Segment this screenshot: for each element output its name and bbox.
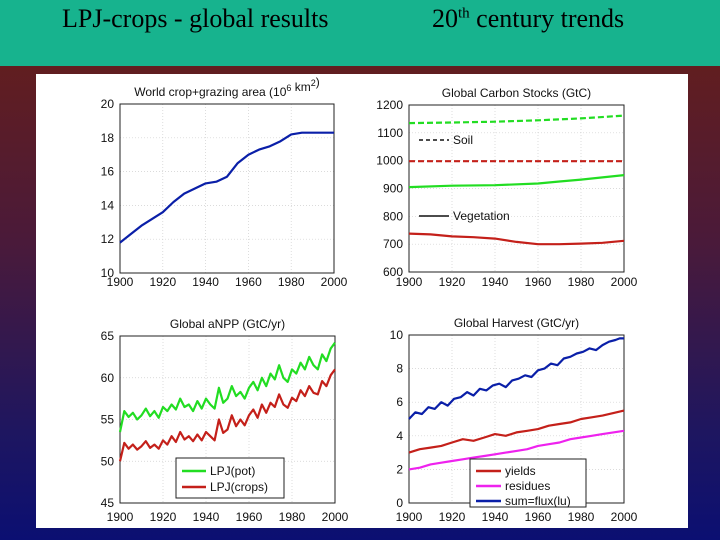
- area-ytick-label: 10: [101, 266, 115, 280]
- carbon-xtick-label: 1960: [525, 275, 552, 289]
- area-ytick-label: 18: [101, 131, 115, 145]
- anpp-xtick-label: 1920: [150, 510, 177, 524]
- carbon-xtick-label: 1900: [396, 275, 423, 289]
- harvest-xtick-label: 1940: [482, 510, 509, 524]
- anpp-xtick-label: 2000: [322, 510, 349, 524]
- carbon-ytick-label: 1200: [376, 98, 403, 112]
- title-bar: LPJ-crops - global results 20th century …: [0, 0, 720, 66]
- carbon-series-line-3: [408, 232, 625, 246]
- anpp-ytick-label: 60: [101, 371, 115, 385]
- anpp-ytick-label: 65: [101, 329, 115, 343]
- carbon-ytick-label: 700: [383, 237, 403, 251]
- harvest-xtick-label: 1960: [525, 510, 552, 524]
- carbon-xtick-label: 2000: [611, 275, 638, 289]
- harvest-ytick-label: 4: [396, 429, 403, 443]
- area-xtick-label: 1900: [107, 275, 134, 289]
- harvest-legend-label-0: yields: [505, 464, 536, 478]
- area-series-line-0: [119, 131, 334, 244]
- area-xtick-label: 1940: [192, 275, 219, 289]
- harvest-ytick-label: 2: [396, 462, 403, 476]
- area-chart-title: World crop+grazing area (106 km2): [134, 75, 320, 99]
- carbon-ytick-label: 600: [383, 265, 403, 279]
- area-ytick-label: 20: [101, 97, 115, 111]
- harvest-chart-title: Global Harvest (GtC/yr): [454, 316, 579, 330]
- harvest-series-line-0: [408, 409, 625, 454]
- title-right-superscript: th: [458, 5, 470, 22]
- anpp-legend-box: [175, 457, 285, 499]
- area-xtick-label: 1980: [278, 275, 305, 289]
- harvest-xtick-label: 1920: [439, 510, 466, 524]
- harvest-legend-label-1: residues: [505, 479, 550, 493]
- carbon-plot-frame: [408, 104, 625, 273]
- title-right-prefix: 20: [432, 4, 458, 33]
- carbon-series-line-0: [408, 114, 625, 125]
- harvest-ytick-label: 8: [396, 362, 403, 376]
- area-xtick-label: 2000: [321, 275, 348, 289]
- anpp-series-line-1: [118, 368, 336, 462]
- harvest-series-line-1: [408, 429, 625, 471]
- harvest-ytick-label: 0: [396, 496, 403, 510]
- carbon-ytick-label: 1100: [377, 126, 403, 140]
- carbon-xtick-label: 1920: [439, 275, 466, 289]
- harvest-xtick-label: 1980: [568, 510, 595, 524]
- title-right-suffix: century trends: [469, 4, 625, 33]
- anpp-ytick-label: 55: [101, 413, 115, 427]
- anpp-plot-frame: [119, 335, 336, 504]
- area-plot-frame: [119, 103, 335, 274]
- harvest-xtick-label: 1900: [396, 510, 423, 524]
- anpp-chart-title: Global aNPP (GtC/yr): [170, 317, 285, 331]
- figure-panel: 1900 1920 1940 1960 1980 2000 10 12 14 16 18 20 Worl…: [36, 74, 688, 528]
- anpp-xtick-label: 1960: [236, 510, 263, 524]
- harvest-xtick-label: 2000: [611, 510, 638, 524]
- charts-svg: 1900 1920 1940 1960 1980 2000101214161820Worl…: [101, 75, 638, 524]
- carbon-xtick-label: 1980: [568, 275, 595, 289]
- carbon-ytick-label: 1000: [376, 154, 403, 168]
- anpp-series-line-0: [118, 342, 336, 433]
- harvest-series-line-2: [408, 337, 624, 420]
- carbon-chart-title: Global Carbon Stocks (GtC): [442, 86, 591, 100]
- harvest-ytick-label: 10: [390, 328, 404, 342]
- anpp-xtick-label: 1900: [107, 510, 134, 524]
- anpp-legend-label-1: LPJ(crops): [210, 480, 268, 494]
- anpp-xtick-label: 1980: [279, 510, 306, 524]
- carbon-legend-soil-label: Soil: [453, 133, 473, 147]
- anpp-legend-label-0: LPJ(pot): [210, 464, 255, 478]
- carbon-ytick-label: 900: [383, 182, 403, 196]
- anpp-ytick-label: 50: [101, 454, 115, 468]
- area-ytick-label: 14: [101, 198, 115, 212]
- area-xtick-label: 1920: [149, 275, 176, 289]
- harvest-ytick-label: 6: [396, 395, 403, 409]
- area-ytick-label: 12: [101, 232, 115, 246]
- anpp-xtick-label: 1940: [193, 510, 220, 524]
- carbon-ytick-label: 800: [383, 209, 403, 223]
- carbon-legend-vegetation-label: Vegetation: [453, 209, 510, 223]
- harvest-legend-label-2: sum=flux(lu): [505, 494, 571, 508]
- harvest-legend-box: [469, 458, 587, 508]
- carbon-series-line-2: [408, 174, 625, 189]
- area-ytick-label: 16: [101, 165, 115, 179]
- slide-title-right: 20th century trends: [432, 4, 624, 34]
- area-xtick-label: 1960: [235, 275, 262, 289]
- anpp-ytick-label: 45: [101, 496, 115, 510]
- slide-title-left: LPJ-crops - global results: [62, 4, 329, 33]
- carbon-xtick-label: 1940: [482, 275, 509, 289]
